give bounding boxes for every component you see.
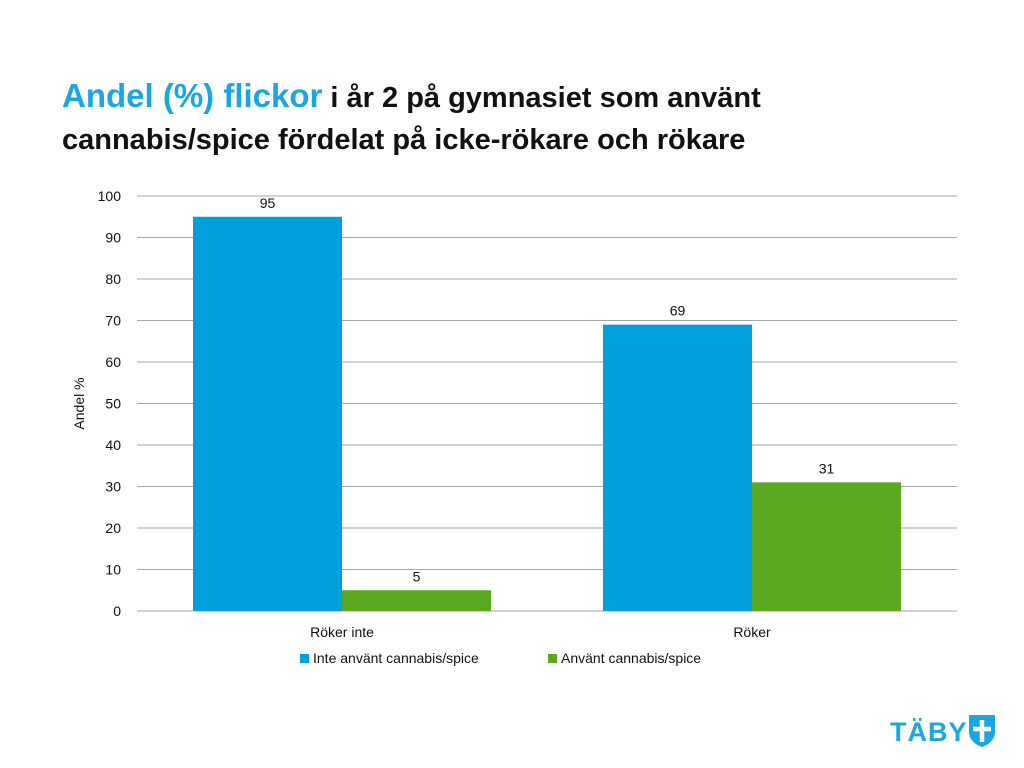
data-label: 5 [413,568,421,584]
legend-label: Inte använt cannabis/spice [313,650,479,666]
legend-label: Använt cannabis/spice [561,650,701,666]
y-tick-label: 100 [98,188,122,204]
legend-swatch [300,654,309,663]
data-label: 95 [260,195,276,211]
taby-logo: TÄBY [890,714,1000,754]
shield-cross-icon [969,715,995,747]
y-tick-labels: 0 10 20 30 40 50 60 70 80 90 100 [98,188,122,619]
y-tick-label: 50 [105,396,121,412]
logo-text: TÄBY [890,717,968,747]
bars [193,216,901,611]
y-tick-label: 40 [105,437,121,453]
y-axis-label: Andel % [71,377,87,429]
bar [603,324,752,611]
data-label: 69 [670,303,686,319]
data-label: 31 [819,460,835,476]
y-tick-label: 90 [105,230,121,246]
legend-swatch [548,654,557,663]
x-tick-labels: Röker inte Röker [310,624,771,640]
bar [342,590,491,611]
y-tick-label: 20 [105,520,121,536]
bar [752,482,901,611]
y-tick-label: 0 [113,603,121,619]
slide-title: Andel (%) flickor i år 2 på gymnasiet so… [62,76,962,160]
title-accent: Andel (%) flickor [62,77,323,114]
y-tick-label: 60 [105,354,121,370]
y-tick-label: 70 [105,313,121,329]
x-tick-label: Röker inte [310,624,374,640]
title-rest: i år 2 på gymnasiet som använt cannabis/… [62,82,761,156]
y-tick-label: 10 [105,562,121,578]
x-tick-label: Röker [733,624,771,640]
data-labels: 95 5 69 31 [260,195,835,585]
y-tick-label: 80 [105,271,121,287]
bar [193,216,342,611]
bar-chart: 0 10 20 30 40 50 60 70 80 90 100 95 5 69 31 Röker int… [71,188,957,666]
y-tick-label: 30 [105,479,121,495]
legend: Inte använt cannabis/spice Använt cannabi… [300,650,701,666]
